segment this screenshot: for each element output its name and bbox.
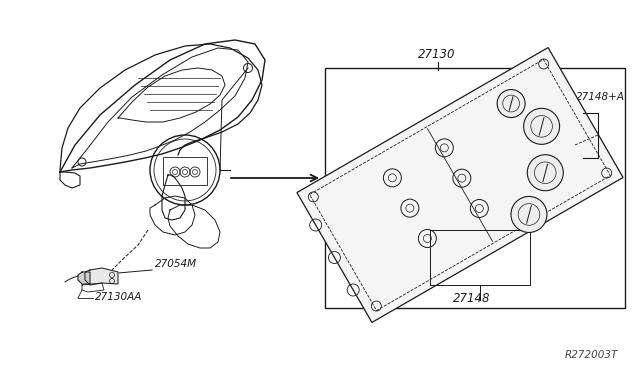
Text: 27054M: 27054M <box>155 259 197 269</box>
Circle shape <box>524 108 559 144</box>
Polygon shape <box>85 268 118 285</box>
Text: 27148+A: 27148+A <box>576 92 625 102</box>
Bar <box>325 68 625 308</box>
Text: 27148: 27148 <box>453 292 490 305</box>
Text: 27130AA: 27130AA <box>95 292 142 302</box>
Bar <box>163 157 207 185</box>
Circle shape <box>527 155 563 191</box>
Bar <box>430 230 530 285</box>
Text: R272003T: R272003T <box>565 350 618 360</box>
Polygon shape <box>78 272 90 284</box>
Circle shape <box>497 90 525 118</box>
Circle shape <box>511 196 547 232</box>
Polygon shape <box>297 48 623 323</box>
Text: 27130: 27130 <box>418 48 456 61</box>
